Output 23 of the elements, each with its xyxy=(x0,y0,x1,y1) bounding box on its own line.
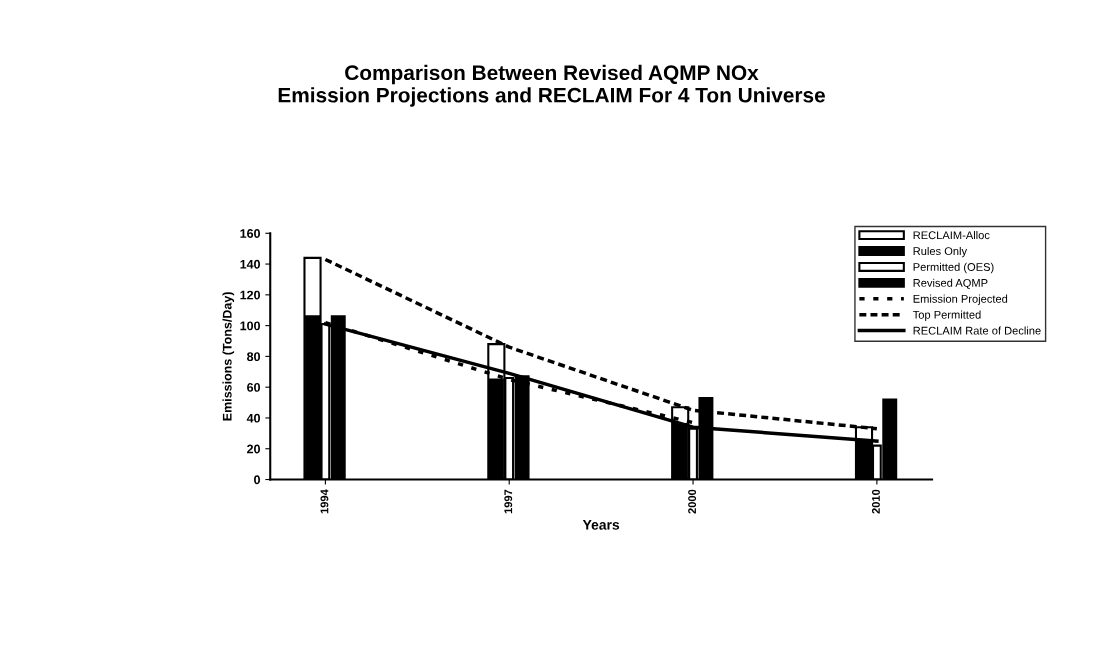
y-tick-label: 40 xyxy=(246,413,260,423)
legend-label: Revised AQMP xyxy=(913,278,988,289)
x-tick-label: 2000 xyxy=(688,489,697,514)
y-tick-label: 0 xyxy=(254,475,260,485)
legend-label: Permitted (OES) xyxy=(913,262,994,274)
legend-label: RECLAIM Rate of Decline xyxy=(913,326,1041,335)
x-tick-label: 2010 xyxy=(872,489,880,514)
x-axis-title: Years xyxy=(582,520,620,530)
legend-label: Top Permitted xyxy=(912,310,981,321)
legend-label: Rules Only xyxy=(913,246,968,258)
y-tick-label: 80 xyxy=(247,352,260,362)
y-tick-label: 160 xyxy=(240,229,260,238)
y-tick-label: 60 xyxy=(247,382,260,392)
x-tick-label: 1997 xyxy=(504,489,513,514)
legend-label: Emission Projected xyxy=(913,294,1008,305)
y-tick-label: 100 xyxy=(240,321,260,331)
y-tick-label: 140 xyxy=(240,259,260,269)
y-axis-title: Emissions (Tons/Day) xyxy=(222,292,235,421)
chart-title: Comparison Between Revised AQMP NOx Emission Projections and RECLAIM For 4 Ton Universe xyxy=(278,64,825,107)
y-tick-label: 20 xyxy=(247,444,260,454)
x-tick-label: 1994 xyxy=(320,489,329,514)
legend-label: RECLAIM-Alloc xyxy=(913,230,990,240)
y-tick-label: 120 xyxy=(240,290,260,300)
